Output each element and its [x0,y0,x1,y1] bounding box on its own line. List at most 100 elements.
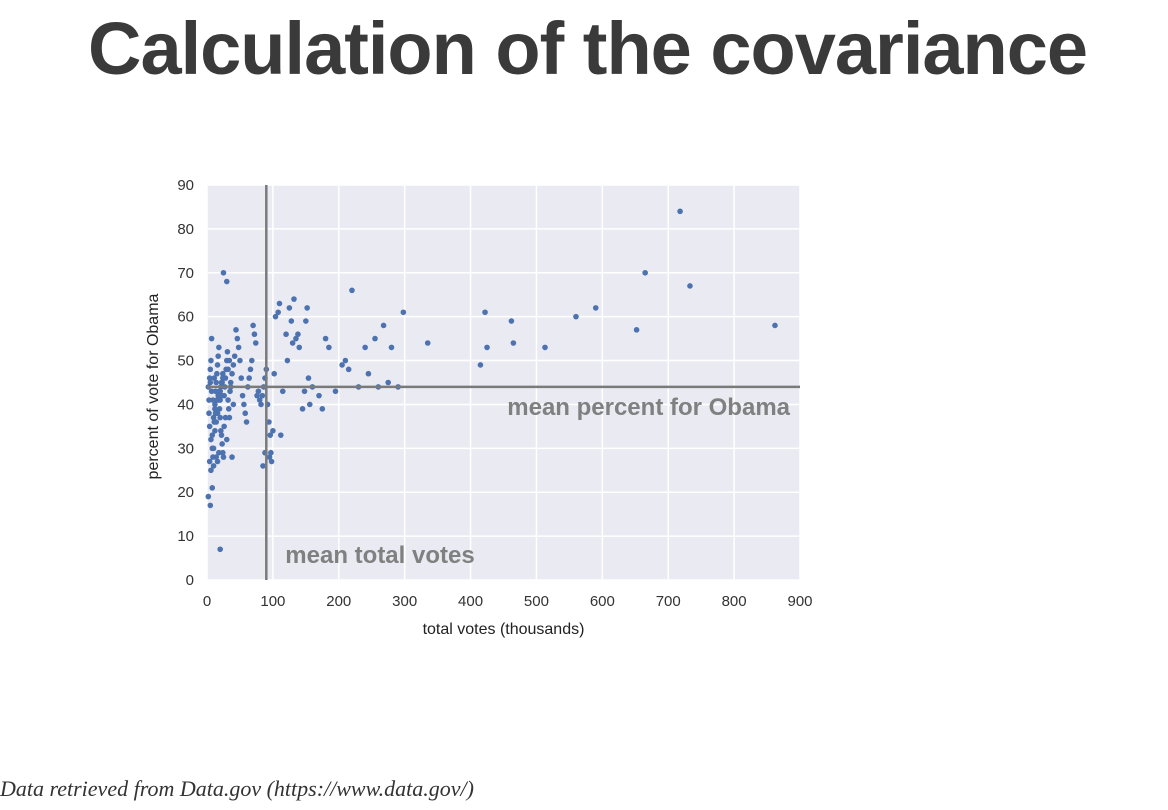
data-point [225,397,231,403]
data-point [277,432,284,438]
plot-background [207,185,800,580]
data-point [211,375,218,381]
data-point [226,357,233,364]
data-point [385,379,391,386]
data-point [272,313,279,320]
data-point [279,388,286,395]
y-axis-label: percent of vote for Obama [145,293,162,479]
data-point [214,458,221,465]
data-point [234,335,241,342]
data-point [214,362,221,368]
data-point [380,322,387,329]
data-point [206,423,213,430]
data-point [254,392,260,399]
data-point [231,353,238,359]
data-point [209,432,216,438]
data-point [677,208,683,215]
data-point [299,406,306,412]
y-tick-label: 90 [177,177,194,194]
data-point [256,397,263,403]
data-point [208,467,214,474]
data-point [542,344,548,351]
data-point [284,357,291,364]
mean-percent-annotation: mean percent for Obama [507,394,790,421]
grid-lines [206,184,801,581]
data-point [304,305,310,311]
data-point [259,392,266,399]
data-point [319,406,326,412]
data-point [205,493,212,500]
data-point [241,401,247,408]
data-point [225,366,231,373]
data-point [289,340,296,346]
data-point [212,427,218,434]
x-tick-label: 400 [458,593,483,610]
data-point [216,449,222,456]
data-point [216,406,223,412]
data-point [206,375,213,381]
y-tick-label: 10 [177,528,194,545]
data-point [295,331,301,338]
mean-votes-annotation: mean total votes [285,542,474,569]
data-point [270,427,276,434]
data-point [222,414,229,421]
data-point [218,427,224,434]
data-point [365,370,372,377]
data-point [268,458,275,465]
data-point [209,485,216,491]
data-point [305,375,312,381]
data-point [252,340,259,346]
data-point [206,458,213,465]
data-point [208,335,215,342]
y-tick-label: 30 [177,440,194,457]
data-point [217,546,223,553]
data-point [213,454,220,460]
x-tick-labels: 0 100 200 300 400 500 600 700 800 900 [203,593,813,610]
data-point [206,410,212,417]
data-point [230,362,237,368]
data-point [230,401,237,408]
data-point [286,305,293,311]
data-point [215,392,222,399]
x-tick-label: 600 [590,593,615,610]
data-point [326,344,332,351]
data-point [482,309,488,316]
data-point [213,379,220,386]
data-point [316,392,322,399]
data-point [214,397,220,403]
data-point [291,296,297,302]
data-point [242,410,249,417]
x-tick-label: 200 [326,593,351,610]
data-point [332,388,339,395]
data-point [219,379,225,386]
data-point [212,401,218,408]
data-point [573,313,579,320]
data-point [227,388,233,395]
source-note: Data retrieved from Data.gov (https://ww… [0,776,474,801]
data-point [362,344,368,351]
data-point [508,318,515,324]
data-point [210,414,217,421]
data-point [510,340,517,346]
data-point [239,392,246,399]
x-tick-label: 0 [203,593,211,610]
data-point [306,401,313,408]
data-point [293,335,299,342]
data-point [349,287,355,294]
x-tick-label: 800 [722,593,747,610]
data-point [229,370,235,377]
data-point [208,388,215,395]
data-point [247,366,254,373]
y-tick-label: 50 [177,353,194,370]
data-point [400,309,407,316]
data-point [687,283,693,289]
data-point [220,370,226,377]
data-point [220,269,227,276]
data-point [303,318,309,324]
data-point [215,353,222,359]
data-point [633,327,640,333]
slide-title: Calculation of the covariance [88,7,1088,90]
data-point [296,344,303,351]
data-point [225,406,232,412]
